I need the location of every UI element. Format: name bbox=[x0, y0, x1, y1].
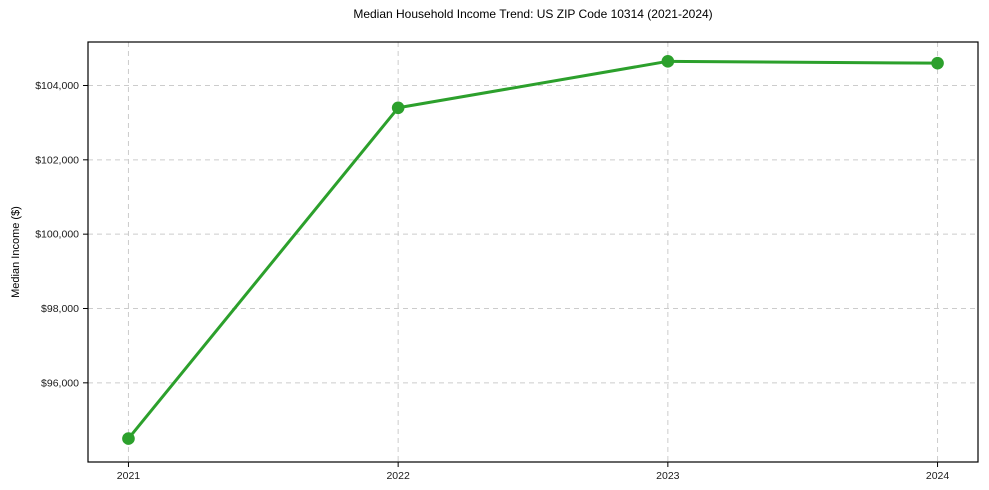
data-point-2022 bbox=[391, 101, 405, 115]
chart-title: Median Household Income Trend: US ZIP Co… bbox=[353, 7, 713, 21]
data-point-2024 bbox=[931, 56, 944, 70]
x-tick-label-2023: 2023 bbox=[656, 470, 680, 482]
trend-line bbox=[126, 59, 940, 441]
y-tick-label-102000: $102,000 bbox=[35, 154, 79, 166]
y-tick-label-100000: $100,000 bbox=[35, 229, 79, 241]
y-tick-label-98000: $98,000 bbox=[41, 303, 79, 315]
y-tick-label-104000: $104,000 bbox=[35, 80, 79, 92]
x-tick-label-2021: 2021 bbox=[117, 470, 141, 482]
y-tick-label-96000: $96,000 bbox=[41, 377, 79, 389]
plot-border bbox=[87, 41, 979, 463]
x-tick-label-2022: 2022 bbox=[386, 470, 410, 482]
data-point-2023 bbox=[661, 55, 675, 68]
data-point-2021 bbox=[122, 432, 135, 445]
x-tick-label-2024: 2024 bbox=[926, 470, 950, 482]
